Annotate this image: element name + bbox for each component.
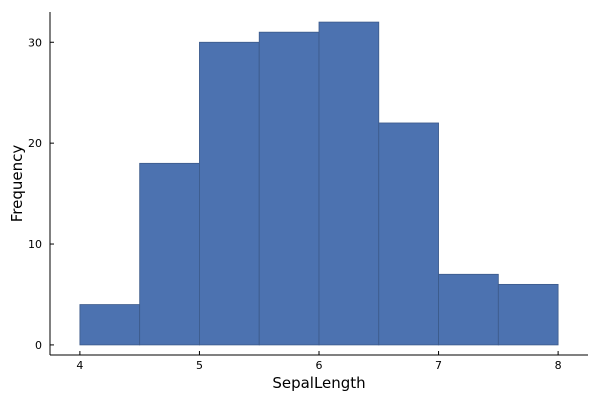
y-tick-label: 0 (35, 339, 42, 352)
x-tick-label: 5 (196, 359, 203, 372)
histogram-bar (79, 304, 141, 346)
x-axis-title: SepalLength (272, 374, 365, 392)
histogram-bar (318, 21, 380, 346)
y-tick-label: 10 (28, 238, 42, 251)
histogram-bar (139, 162, 200, 346)
histogram-bar (258, 31, 320, 346)
y-tick-label: 20 (28, 137, 42, 150)
histogram-bar (497, 283, 559, 346)
bars-group (79, 21, 559, 346)
x-tick-label: 7 (435, 359, 442, 372)
histogram-bar (199, 41, 260, 346)
x-ticks-group: 4 5 6 7 8 (76, 351, 562, 372)
y-tick-label: 30 (28, 36, 42, 49)
x-tick-label: 8 (555, 359, 562, 372)
x-tick-label: 4 (76, 359, 83, 372)
y-axis-title: Frequency (8, 145, 26, 223)
y-ticks-group: 0 10 20 30 (28, 36, 54, 352)
histogram-bar (438, 273, 499, 346)
x-tick-label: 6 (316, 359, 323, 372)
histogram-bar (378, 122, 439, 346)
